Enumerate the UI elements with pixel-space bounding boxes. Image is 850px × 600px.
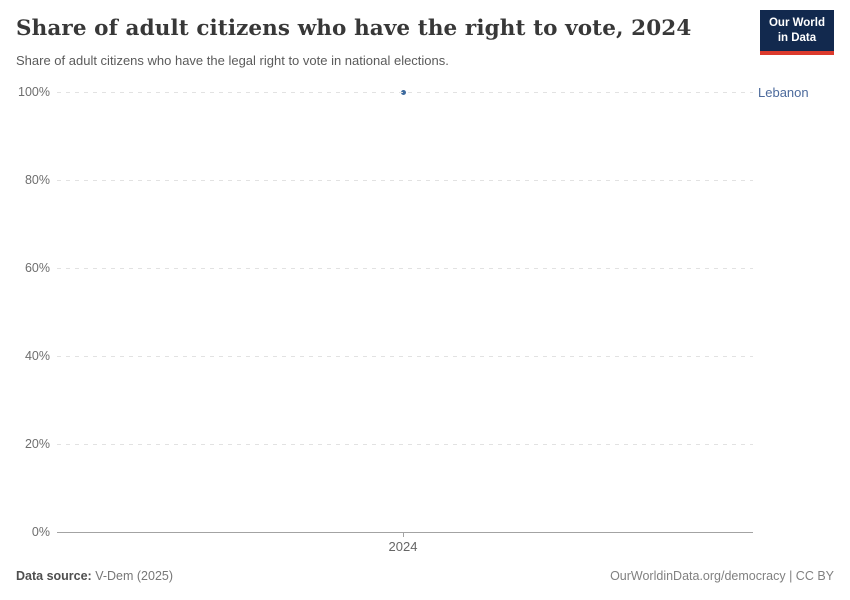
entity-label-lebanon[interactable]: Lebanon: [758, 85, 809, 100]
credit-link[interactable]: OurWorldinData.org/democracy | CC BY: [610, 569, 834, 583]
owid-logo-line2: in Data: [777, 31, 817, 44]
data-source-label: Data source:: [16, 569, 92, 583]
y-axis-tick-label: 20%: [24, 437, 50, 451]
data-source-note: Data source: V-Dem (2025): [16, 569, 173, 583]
gridline: [57, 92, 753, 93]
chart-title: Share of adult citizens who have the rig…: [16, 16, 692, 41]
y-axis-tick-label: 100%: [18, 85, 50, 99]
x-axis-tick-label: 2024: [388, 539, 418, 554]
gridline: [57, 180, 753, 181]
owid-logo[interactable]: Our World in Data: [759, 10, 834, 55]
x-axis-line: [57, 532, 753, 533]
owid-logo-line1: Our World: [768, 17, 825, 29]
x-axis-tick: [403, 532, 404, 537]
gridline: [57, 444, 753, 445]
gridline: [57, 356, 753, 357]
y-axis-tick-label: 40%: [24, 349, 50, 363]
data-source-value: V-Dem (2025): [91, 569, 174, 583]
y-axis-tick-label: 60%: [24, 261, 50, 275]
y-axis-tick-label: 0%: [31, 525, 50, 539]
y-axis-tick-label: 80%: [24, 173, 50, 187]
gridline: [57, 268, 753, 269]
chart-subtitle: Share of adult citizens who have the leg…: [16, 53, 449, 68]
